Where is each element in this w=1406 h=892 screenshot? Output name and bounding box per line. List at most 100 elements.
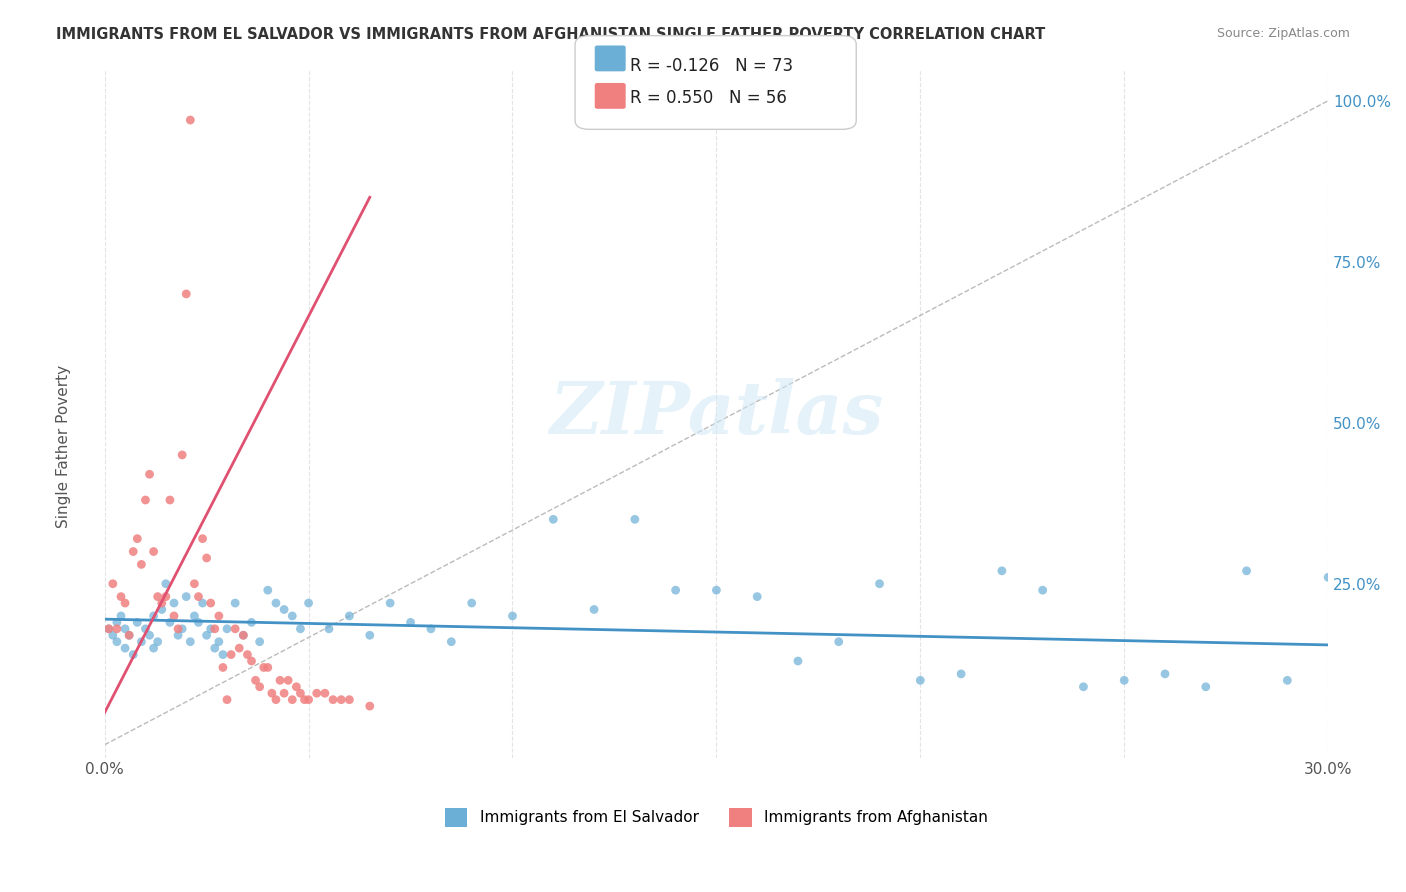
Point bbox=[337, 692, 360, 706]
Point bbox=[179, 113, 201, 128]
Point bbox=[419, 622, 441, 636]
Point bbox=[97, 622, 120, 636]
Point bbox=[183, 609, 205, 624]
Point bbox=[138, 628, 160, 642]
Point bbox=[277, 673, 299, 688]
Point bbox=[290, 686, 312, 700]
Point bbox=[359, 699, 381, 714]
Point bbox=[208, 634, 231, 648]
Point bbox=[399, 615, 422, 630]
Point bbox=[281, 692, 304, 706]
Point bbox=[318, 622, 340, 636]
Point bbox=[105, 622, 128, 636]
Point bbox=[174, 287, 197, 301]
Point bbox=[249, 634, 271, 648]
Point bbox=[1032, 583, 1054, 598]
Point bbox=[269, 673, 291, 688]
Point bbox=[131, 558, 153, 572]
Point bbox=[179, 634, 201, 648]
Point bbox=[101, 576, 124, 591]
Point bbox=[159, 615, 181, 630]
Point bbox=[183, 576, 205, 591]
Point bbox=[191, 596, 214, 610]
Point bbox=[134, 622, 156, 636]
Point bbox=[215, 622, 238, 636]
Point bbox=[253, 660, 276, 674]
Point bbox=[305, 686, 328, 700]
Point bbox=[1114, 673, 1136, 688]
Point bbox=[122, 648, 145, 662]
Point bbox=[146, 634, 169, 648]
Legend: Immigrants from El Salvador, Immigrants from Afghanistan: Immigrants from El Salvador, Immigrants … bbox=[439, 802, 994, 832]
Point bbox=[273, 686, 295, 700]
Point bbox=[910, 673, 932, 688]
Point bbox=[285, 680, 308, 694]
Point bbox=[322, 692, 344, 706]
Point bbox=[155, 590, 177, 604]
Point bbox=[240, 654, 263, 668]
Point bbox=[828, 634, 851, 648]
Point bbox=[172, 448, 194, 462]
Point bbox=[163, 609, 186, 624]
Point bbox=[1277, 673, 1299, 688]
Point bbox=[330, 692, 353, 706]
Point bbox=[236, 648, 259, 662]
Point bbox=[105, 634, 128, 648]
Point bbox=[1154, 666, 1177, 681]
Point bbox=[950, 666, 973, 681]
Point bbox=[1073, 680, 1095, 694]
Text: R = 0.550   N = 56: R = 0.550 N = 56 bbox=[630, 89, 787, 107]
Point bbox=[131, 634, 153, 648]
Point bbox=[122, 544, 145, 558]
Point bbox=[146, 590, 169, 604]
Point bbox=[219, 648, 242, 662]
Point bbox=[249, 680, 271, 694]
Point bbox=[256, 660, 278, 674]
Point bbox=[260, 686, 283, 700]
Text: ZIPatlas: ZIPatlas bbox=[550, 377, 883, 449]
Point bbox=[142, 544, 165, 558]
Point bbox=[200, 622, 222, 636]
Text: Source: ZipAtlas.com: Source: ZipAtlas.com bbox=[1216, 27, 1350, 40]
Point bbox=[264, 596, 287, 610]
Point bbox=[174, 590, 197, 604]
Text: Single Father Poverty: Single Father Poverty bbox=[56, 365, 72, 527]
Point bbox=[294, 692, 316, 706]
Point bbox=[167, 622, 190, 636]
Point bbox=[204, 641, 226, 656]
Point bbox=[281, 609, 304, 624]
Point bbox=[118, 628, 141, 642]
Point bbox=[134, 493, 156, 508]
Point bbox=[101, 628, 124, 642]
Point bbox=[290, 622, 312, 636]
Point bbox=[114, 596, 136, 610]
Point bbox=[187, 590, 209, 604]
Point bbox=[114, 622, 136, 636]
Point bbox=[232, 628, 254, 642]
Point bbox=[297, 692, 319, 706]
Point bbox=[245, 673, 267, 688]
Point bbox=[747, 590, 769, 604]
Point bbox=[337, 609, 360, 624]
Point bbox=[665, 583, 688, 598]
Point bbox=[787, 654, 810, 668]
Point bbox=[187, 615, 209, 630]
Point bbox=[215, 692, 238, 706]
Point bbox=[502, 609, 524, 624]
Point bbox=[297, 596, 319, 610]
Point bbox=[212, 660, 235, 674]
Text: IMMIGRANTS FROM EL SALVADOR VS IMMIGRANTS FROM AFGHANISTAN SINGLE FATHER POVERTY: IMMIGRANTS FROM EL SALVADOR VS IMMIGRANT… bbox=[56, 27, 1046, 42]
Point bbox=[142, 641, 165, 656]
Point bbox=[583, 602, 606, 616]
Point bbox=[706, 583, 728, 598]
Point bbox=[127, 532, 149, 546]
Point bbox=[155, 576, 177, 591]
Point bbox=[114, 641, 136, 656]
Point bbox=[543, 512, 565, 526]
Point bbox=[138, 467, 160, 482]
Point bbox=[359, 628, 381, 642]
Point bbox=[314, 686, 336, 700]
Point bbox=[200, 596, 222, 610]
Point bbox=[127, 615, 149, 630]
Point bbox=[159, 493, 181, 508]
